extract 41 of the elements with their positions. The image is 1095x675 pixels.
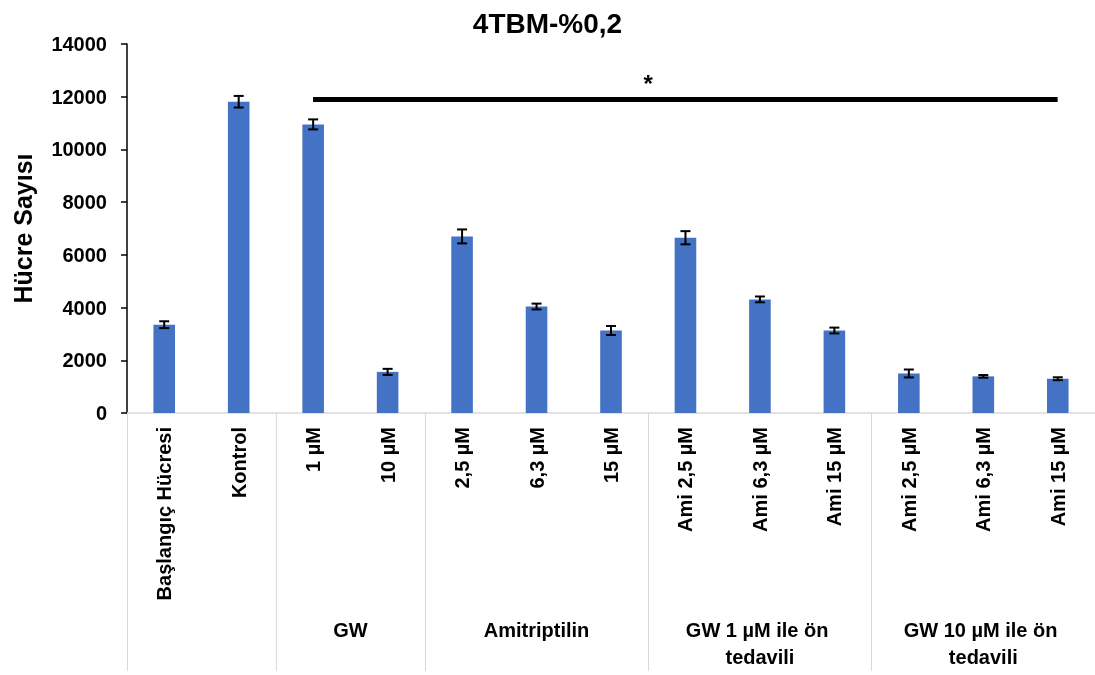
- y-tick-label: 10000: [51, 138, 107, 161]
- bar: [674, 237, 697, 413]
- x-tick-label: Ami 2,5 µM: [674, 427, 697, 532]
- text: GW 1 µM ile ön tedavili: [685, 618, 835, 668]
- text: GW 10 µM ile ön tedavili: [903, 618, 1063, 668]
- bar: [600, 330, 622, 413]
- chart-title: 4TBM-%0,2: [472, 7, 623, 39]
- text: Amitriptilin: [483, 618, 590, 641]
- bar: [749, 299, 771, 413]
- bar: [451, 236, 473, 413]
- x-tick-label: Ami 6,3 µM: [748, 427, 771, 532]
- x-tick-label: 1 µM: [302, 427, 325, 472]
- bar: [302, 124, 324, 413]
- bar: [1046, 378, 1069, 413]
- y-tick-label: 12000: [51, 85, 107, 108]
- bar: [376, 371, 399, 413]
- y-tick-label: 2000: [62, 349, 107, 372]
- annotation: *: [643, 69, 654, 97]
- x-tick-label: Ami 15 µM: [823, 427, 846, 527]
- bar: [823, 330, 846, 413]
- x-tick-label: Ami 6,3 µM: [972, 427, 995, 532]
- y-tick-label: 0: [95, 402, 107, 424]
- y-tick-label: 6000: [62, 243, 107, 266]
- x-tick-label: 10 µM: [376, 427, 399, 483]
- bar: [898, 373, 920, 413]
- y-axis-title: Hücre Sayısı: [8, 153, 37, 304]
- bar: [972, 376, 995, 413]
- y-tick-label: 4000: [62, 296, 107, 319]
- x-tick-label: 15 µM: [600, 427, 622, 483]
- text: GW: [333, 618, 368, 641]
- x-tick-label: Ami 15 µM: [1046, 427, 1069, 527]
- bar: [525, 306, 548, 413]
- y-tick-label: 8000: [62, 191, 107, 214]
- bar: [153, 324, 176, 413]
- bar: [227, 101, 250, 413]
- x-tick-label: Ami 2,5 µM: [897, 427, 920, 532]
- x-tick-label: 6,3 µM: [525, 427, 548, 489]
- x-tick-label: 2,5 µM: [451, 427, 474, 489]
- x-tick-label: Başlangıç Hücresi: [153, 427, 176, 601]
- x-tick-label: Kontrol: [227, 427, 250, 499]
- y-tick-label: 14000: [51, 33, 107, 55]
